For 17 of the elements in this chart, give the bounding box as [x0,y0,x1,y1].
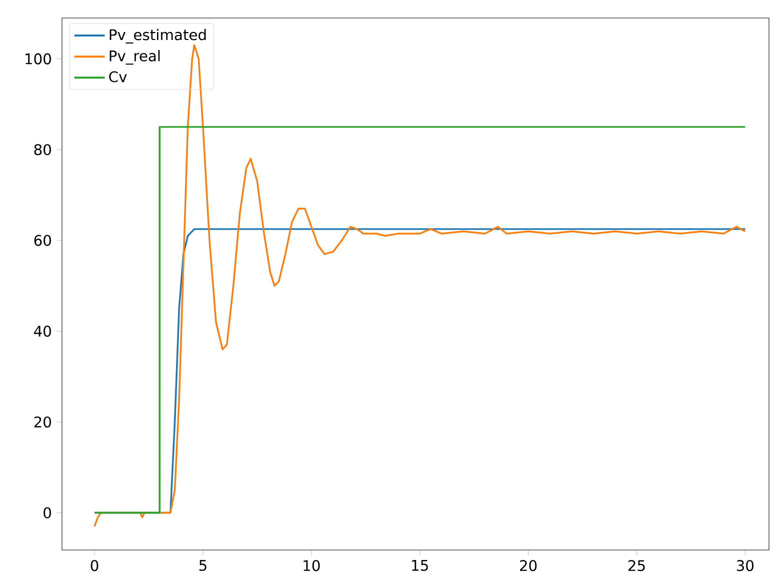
x-tick-label: 25 [628,560,645,572]
y-tick-label: 0 [44,507,51,518]
legend-label: Pv_real [110,50,160,65]
y-tick-label: 60 [34,234,51,246]
y-tick-label: 20 [34,416,51,428]
legend-label: Pv_estimated [110,28,206,44]
x-tick-label: 10 [304,560,320,572]
y-tick-label: 40 [34,326,51,337]
x-tick-label: 0 [90,560,98,572]
x-tick-label: 5 [199,560,206,571]
legend-label: Cv [109,71,127,82]
line-series [94,44,746,528]
y-tick-label: 100 [26,53,51,64]
x-tick-label: 20 [520,560,537,572]
y-tick-label: 80 [34,144,51,156]
x-tick-label: 30 [736,560,754,572]
x-tick-label: 15 [412,560,428,571]
